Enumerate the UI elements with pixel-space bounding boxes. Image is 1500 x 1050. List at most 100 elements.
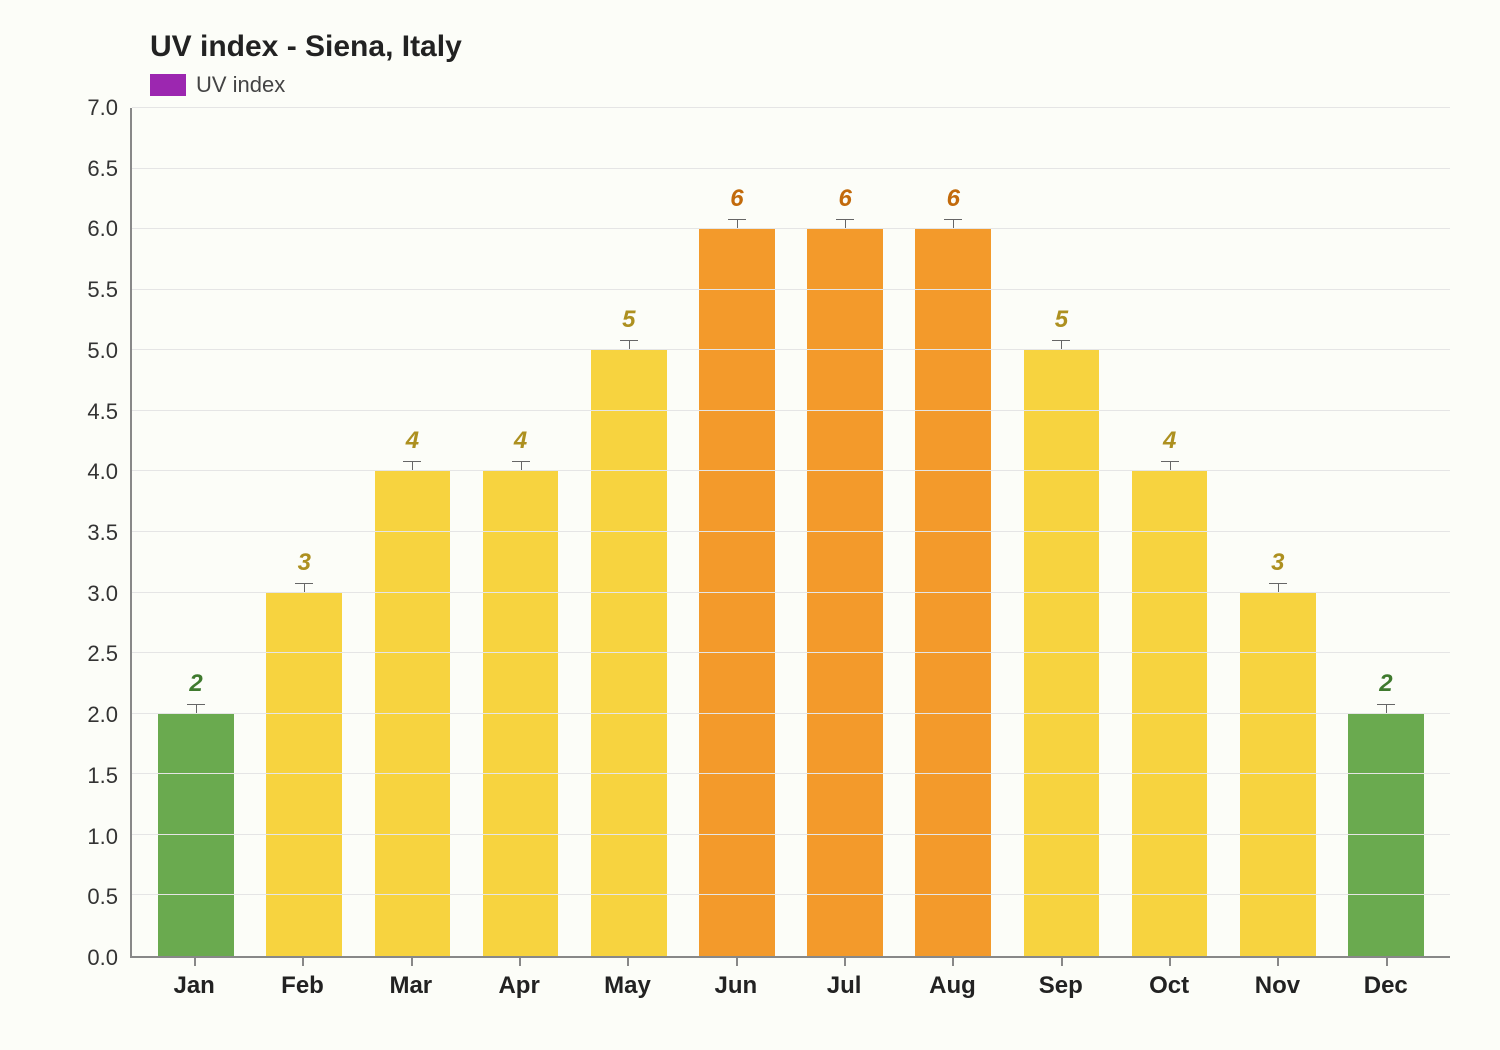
x-tick-mark — [302, 956, 304, 966]
bar-slot: 5 — [575, 108, 683, 956]
bar-slot: 6 — [899, 108, 1007, 956]
x-tick-mark — [1277, 956, 1279, 966]
x-tick-label: Oct — [1115, 972, 1223, 1000]
gridline — [132, 894, 1450, 895]
bar-value-label: 5 — [1055, 306, 1068, 334]
x-tick-slot: Jul — [790, 958, 898, 1000]
gridline — [132, 834, 1450, 835]
x-tick-slot: Apr — [465, 958, 573, 1000]
x-tick-mark — [1061, 956, 1063, 966]
x-tick-label: Feb — [248, 972, 356, 1000]
x-tick-slot: Oct — [1115, 958, 1223, 1000]
bar-value-label: 2 — [189, 670, 202, 698]
gridline — [132, 107, 1450, 108]
plot-area: 0.00.51.01.52.02.53.03.54.04.55.05.56.06… — [50, 108, 1450, 958]
chart-legend: UV index — [150, 72, 1450, 98]
bar-value-label: 4 — [1163, 427, 1176, 455]
bars-row: 2 3 4 4 5 6 6 6 5 4 3 2 — [132, 108, 1450, 956]
bar-value-label: 6 — [730, 185, 743, 213]
gridline — [132, 289, 1450, 290]
x-tick-mark — [952, 956, 954, 966]
gridline — [132, 652, 1450, 653]
y-tick-label: 7.0 — [87, 95, 118, 121]
bar-slot: 2 — [142, 108, 250, 956]
x-tick-slot: May — [573, 958, 681, 1000]
bar-slot: 4 — [467, 108, 575, 956]
x-tick-label: Jun — [682, 972, 790, 1000]
gridline — [132, 470, 1450, 471]
x-axis: JanFebMarAprMayJunJulAugSepOctNovDec — [130, 958, 1450, 1000]
bar-value-label: 4 — [406, 427, 419, 455]
bar — [483, 471, 559, 956]
x-tick-slot: Dec — [1332, 958, 1440, 1000]
x-tick-mark — [411, 956, 413, 966]
bar — [375, 471, 451, 956]
x-tick-slot: Jun — [682, 958, 790, 1000]
bar — [1348, 714, 1424, 956]
y-tick-label: 3.5 — [87, 520, 118, 546]
x-tick-slot: Nov — [1223, 958, 1331, 1000]
bar-slot: 5 — [1007, 108, 1115, 956]
y-tick-label: 5.5 — [87, 277, 118, 303]
y-axis: 0.00.51.01.52.02.53.03.54.04.55.05.56.06… — [50, 108, 130, 958]
bar — [1132, 471, 1208, 956]
gridline — [132, 531, 1450, 532]
bar-value-label: 4 — [514, 427, 527, 455]
x-tick-slot: Mar — [357, 958, 465, 1000]
x-tick-label: Jul — [790, 972, 898, 1000]
x-tick-mark — [519, 956, 521, 966]
chart-grid: 2 3 4 4 5 6 6 6 5 4 3 2 — [130, 108, 1450, 958]
gridline — [132, 713, 1450, 714]
x-tick-slot: Feb — [248, 958, 356, 1000]
y-tick-label: 5.0 — [87, 338, 118, 364]
bar-value-label: 2 — [1379, 670, 1392, 698]
bar — [699, 229, 775, 956]
legend-label: UV index — [196, 72, 285, 98]
bar-value-label: 6 — [838, 185, 851, 213]
x-tick-label: Apr — [465, 972, 573, 1000]
y-tick-label: 4.0 — [87, 459, 118, 485]
gridline — [132, 168, 1450, 169]
x-tick-mark — [736, 956, 738, 966]
uv-index-chart: UV index - Siena, Italy UV index 0.0 0.5 1… — [50, 30, 1450, 1000]
bar — [915, 229, 991, 956]
gridline — [132, 592, 1450, 593]
chart-title: UV index - Siena, Italy — [150, 30, 1450, 64]
y-tick-label: 0.5 — [87, 884, 118, 910]
bar-value-label: 3 — [298, 549, 311, 577]
bar — [158, 714, 234, 956]
x-tick-mark — [1386, 956, 1388, 966]
x-tick-slot: Sep — [1007, 958, 1115, 1000]
y-tick-label: 6.0 — [87, 216, 118, 242]
x-tick-mark — [844, 956, 846, 966]
bar-value-label: 5 — [622, 306, 635, 334]
x-tick-label: Aug — [898, 972, 1006, 1000]
bar-slot: 4 — [358, 108, 466, 956]
y-tick-label: 6.5 — [87, 156, 118, 182]
gridline — [132, 410, 1450, 411]
y-tick-label: 0.0 — [87, 945, 118, 971]
bar-slot: 3 — [250, 108, 358, 956]
y-tick-label: 1.5 — [87, 763, 118, 789]
x-tick-slot: Aug — [898, 958, 1006, 1000]
x-tick-label: Sep — [1007, 972, 1115, 1000]
gridline — [132, 773, 1450, 774]
gridline — [132, 228, 1450, 229]
x-tick-slot: Jan — [140, 958, 248, 1000]
x-tick-label: Dec — [1332, 972, 1440, 1000]
x-tick-label: May — [573, 972, 681, 1000]
bar-slot: 2 — [1332, 108, 1440, 956]
bar-slot: 6 — [791, 108, 899, 956]
bar-slot: 6 — [683, 108, 791, 956]
bar-value-label: 3 — [1271, 549, 1284, 577]
x-tick-mark — [194, 956, 196, 966]
x-tick-mark — [627, 956, 629, 966]
x-tick-label: Mar — [357, 972, 465, 1000]
bar-slot: 3 — [1224, 108, 1332, 956]
gridline — [132, 349, 1450, 350]
y-tick-label: 2.0 — [87, 702, 118, 728]
legend-swatch — [150, 74, 186, 96]
bar-value-label: 6 — [947, 185, 960, 213]
x-tick-label: Jan — [140, 972, 248, 1000]
y-tick-label: 1.0 — [87, 824, 118, 850]
